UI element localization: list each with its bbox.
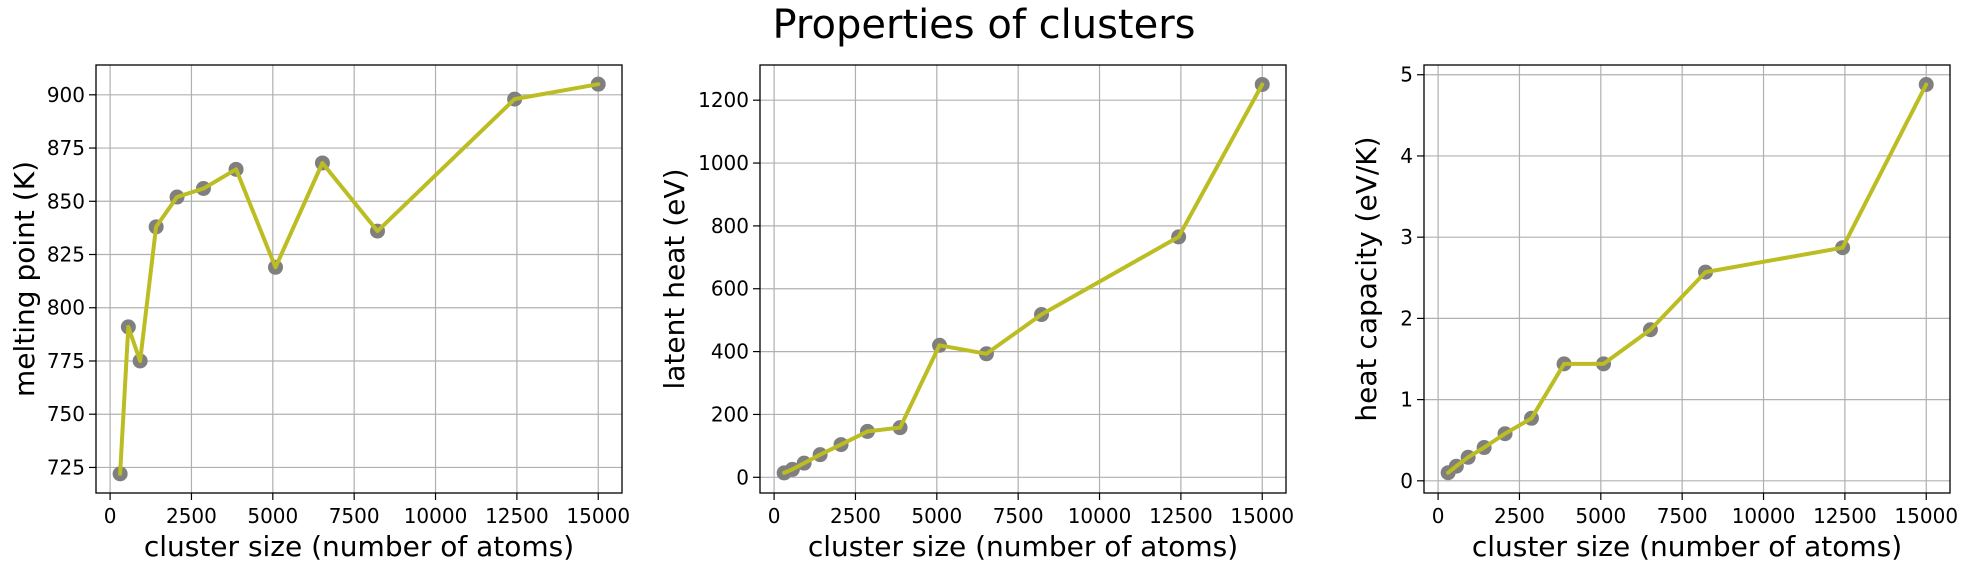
x-tick-label: 2500: [830, 504, 881, 528]
x-tick-label: 12500: [1149, 504, 1213, 528]
y-tick-label: 600: [711, 277, 749, 301]
y-tick-label: 900: [47, 83, 85, 107]
x-tick-label: 0: [104, 504, 117, 528]
y-tick-label: 750: [47, 402, 85, 426]
y-tick-label: 875: [47, 136, 85, 160]
chart-3: 0 2500 5000 7500 10000 12500 15000 0 1 2 3 4 5 cluste…: [1350, 63, 1958, 563]
axes-frame: [95, 64, 623, 494]
x-axis-label: cluster size (number of atoms): [144, 530, 574, 563]
x-tick-label: 15000: [1894, 504, 1958, 528]
y-tick-label: 725: [47, 455, 85, 479]
y-tick-label: 775: [47, 349, 85, 373]
chart-1: 0 2500 5000 7500 10000 12500 15000 725 750 775 800…: [8, 64, 630, 563]
y-tick-label: 0: [736, 465, 749, 489]
x-tick-label: 2500: [1494, 504, 1545, 528]
y-tick-label: 850: [47, 189, 85, 213]
x-tick-label: 10000: [1068, 504, 1132, 528]
y-tick-label: 1: [1400, 388, 1413, 412]
y-tick-label: 2: [1400, 306, 1413, 330]
y-tick-label: 4: [1400, 144, 1413, 168]
y-axis-label: latent heat (eV): [658, 168, 691, 389]
x-tick-label: 2500: [166, 504, 217, 528]
y-tick-label: 825: [47, 243, 85, 267]
series-line: [118, 82, 601, 476]
x-tick-label: 12500: [485, 504, 549, 528]
y-tick-label: 400: [711, 340, 749, 364]
series-line: [782, 82, 1265, 475]
y-tick-label: 3: [1400, 225, 1413, 249]
y-tick-label: 0: [1400, 469, 1413, 493]
x-tick-label: 5000: [911, 504, 962, 528]
y-axis-label: melting point (K): [8, 161, 41, 397]
y-tick-label: 800: [711, 214, 749, 238]
series-line: [1446, 82, 1929, 475]
x-tick-label: 5000: [1575, 504, 1626, 528]
y-tick-label: 1000: [698, 151, 749, 175]
y-tick-label: 200: [711, 402, 749, 426]
x-tick-label: 7500: [993, 504, 1044, 528]
y-tick-label: 800: [47, 296, 85, 320]
x-tick-label: 15000: [1230, 504, 1294, 528]
x-axis-label: cluster size (number of atoms): [808, 530, 1238, 563]
x-tick-label: 10000: [404, 504, 468, 528]
axes-frame: [1423, 64, 1951, 494]
figure-title: Properties of clusters: [772, 2, 1196, 48]
x-tick-label: 7500: [1657, 504, 1708, 528]
x-tick-label: 0: [768, 504, 781, 528]
y-tick-label: 1200: [698, 88, 749, 112]
x-tick-label: 0: [1432, 504, 1445, 528]
x-axis-label: cluster size (number of atoms): [1472, 530, 1902, 563]
x-tick-label: 5000: [247, 504, 298, 528]
x-tick-label: 7500: [329, 504, 380, 528]
chart-2: 0 2500 5000 7500 10000 12500 15000 0 200 400 600 80…: [658, 64, 1294, 563]
x-tick-label: 10000: [1732, 504, 1796, 528]
y-tick-label: 5: [1400, 63, 1413, 87]
x-tick-label: 12500: [1813, 504, 1877, 528]
y-axis-label: heat capacity (eV/K): [1350, 136, 1383, 421]
axes-frame: [759, 64, 1287, 494]
x-tick-label: 15000: [566, 504, 630, 528]
